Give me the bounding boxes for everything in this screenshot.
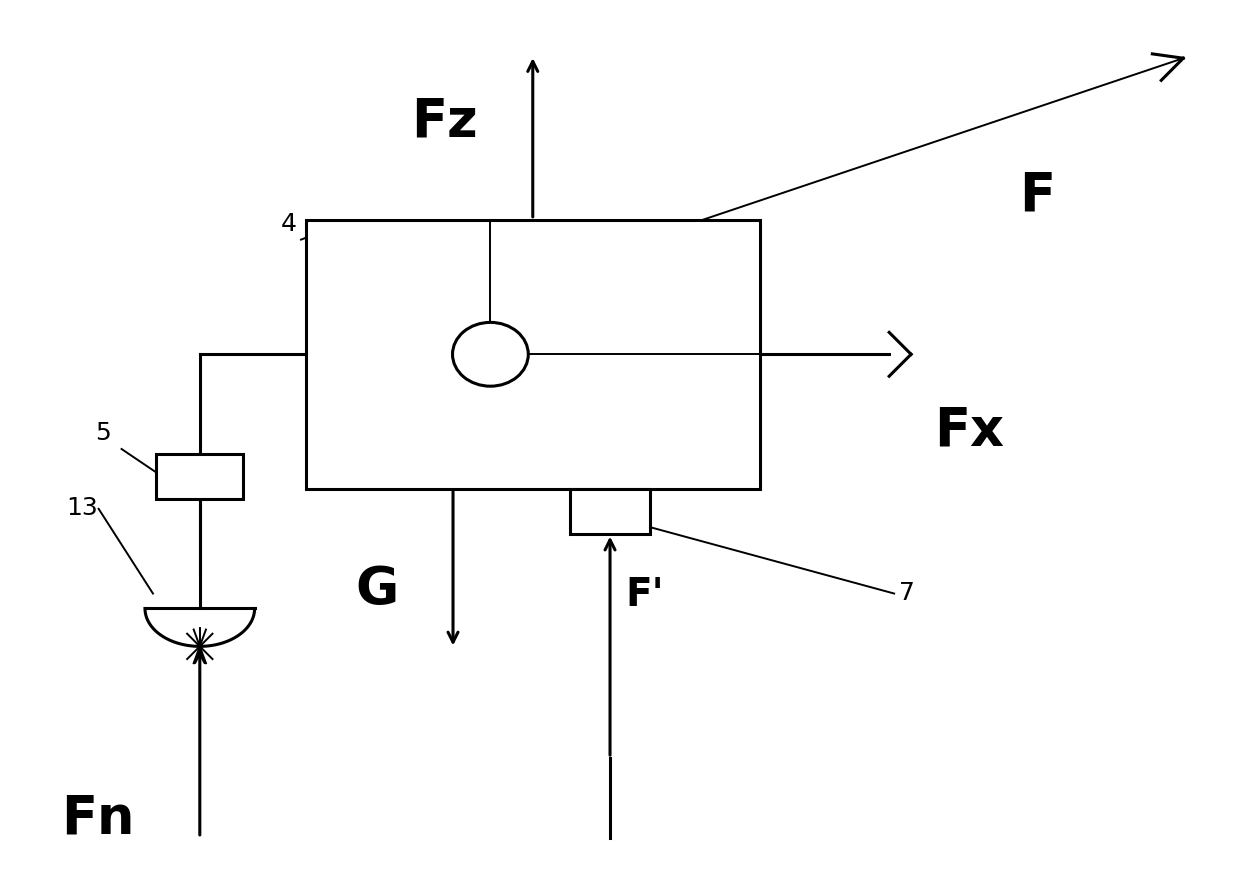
Text: G: G [355,563,398,615]
Text: F: F [1019,170,1055,222]
Text: 5: 5 [94,420,110,444]
Text: Fn: Fn [62,792,135,844]
Text: F': F' [625,575,663,613]
Bar [306,221,760,489]
Ellipse shape [453,323,528,387]
Text: 4: 4 [281,212,298,235]
Bar [570,489,650,534]
Bar [156,454,243,499]
Text: 7: 7 [899,580,915,603]
Text: 13: 13 [67,495,98,519]
Text: Fz: Fz [412,95,477,147]
Text: Fx: Fx [934,403,1004,456]
